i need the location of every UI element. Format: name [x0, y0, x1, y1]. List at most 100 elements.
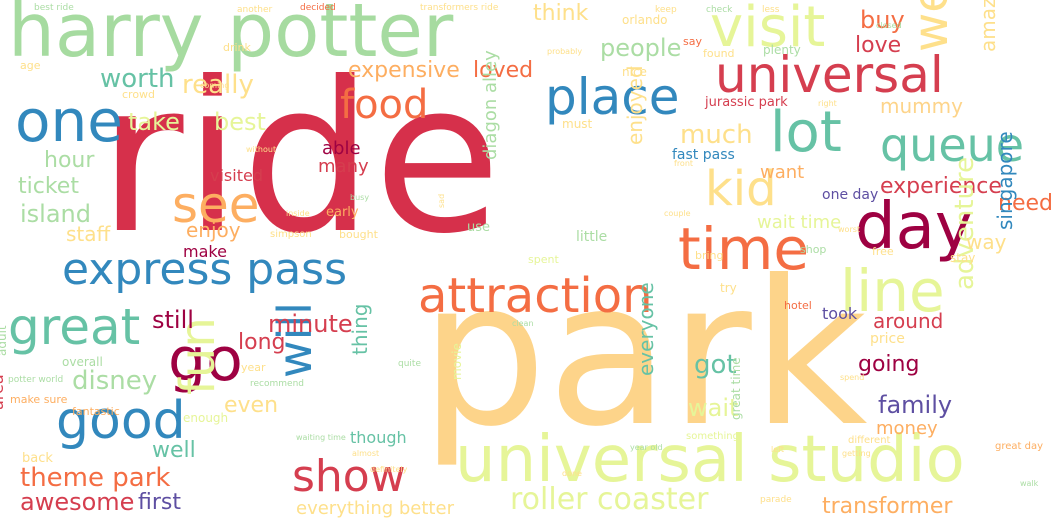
word: roller coaster — [510, 482, 709, 517]
word: spend — [840, 373, 865, 382]
word: awesome — [20, 488, 135, 516]
word: queue — [880, 118, 1025, 172]
word: different — [848, 435, 891, 446]
word: crowd — [122, 88, 156, 101]
word: loved — [473, 58, 534, 83]
word: another — [237, 5, 273, 15]
word: lot — [770, 100, 842, 165]
word: mummy — [880, 94, 963, 118]
word: park — [420, 238, 868, 471]
word: everything better — [296, 498, 454, 519]
word: day — [855, 190, 973, 264]
word: right — [818, 99, 837, 108]
word: visited — [210, 166, 263, 185]
word: enjoy — [186, 218, 241, 242]
word: took — [822, 304, 858, 323]
word: busy — [350, 193, 370, 202]
word: back — [22, 451, 53, 466]
word: worst — [838, 225, 861, 234]
word: waiting time — [296, 433, 346, 442]
word: parade — [760, 495, 792, 505]
word: fast pass — [672, 147, 735, 163]
word: enough — [183, 411, 229, 425]
word: need — [998, 191, 1051, 216]
word: go — [168, 325, 243, 395]
word: found — [703, 47, 735, 60]
word: recommend — [250, 379, 304, 389]
word: almost — [352, 449, 380, 458]
word: long — [238, 330, 286, 355]
word: best ride — [34, 3, 74, 13]
word: age — [20, 59, 41, 72]
word: show — [292, 451, 406, 502]
word: universal — [715, 46, 944, 104]
word: really — [182, 70, 254, 100]
word: bought — [339, 228, 378, 241]
word: able — [322, 138, 361, 159]
word: front — [674, 159, 694, 168]
word: transformer — [822, 494, 953, 519]
word: jurassic park — [705, 95, 788, 110]
word: hour — [44, 148, 95, 173]
word: orlando — [622, 13, 668, 27]
word: wait time — [757, 212, 842, 233]
word: potter world — [8, 375, 64, 385]
word: price — [870, 331, 905, 347]
word: use — [467, 220, 491, 235]
word: shop — [800, 243, 827, 256]
word: singapore — [993, 131, 1017, 230]
word: adult — [0, 325, 9, 356]
word: year old — [630, 443, 663, 452]
word: make — [183, 242, 227, 261]
word: stay — [950, 251, 976, 265]
word: got — [694, 350, 737, 380]
word: one day — [822, 187, 879, 203]
word: quite — [398, 359, 421, 369]
word: probably — [547, 47, 583, 56]
word: left — [771, 445, 784, 454]
word: make sure — [10, 393, 68, 406]
word: time — [678, 215, 810, 283]
word: area — [0, 374, 7, 410]
word: spent — [528, 253, 559, 266]
word: ride — [98, 38, 502, 280]
word: expensive — [348, 58, 460, 83]
word: love — [855, 33, 902, 58]
word: money — [876, 418, 938, 439]
word: though — [350, 428, 407, 447]
word: theme park — [20, 463, 171, 493]
word: worth — [100, 64, 175, 94]
word: diagon alley — [480, 50, 501, 160]
word: couple — [664, 209, 691, 218]
word: something — [686, 431, 739, 442]
word: say — [683, 35, 702, 48]
word: fantastic — [72, 405, 120, 418]
word: food — [340, 82, 429, 128]
word: movie — [450, 343, 464, 380]
word: island — [20, 200, 91, 228]
word: wait — [688, 394, 739, 422]
word: minute — [268, 310, 353, 338]
word: around — [873, 309, 944, 333]
word: plenty — [763, 43, 801, 57]
word: going — [858, 352, 920, 377]
word: visit — [710, 0, 826, 60]
word: express pass — [62, 244, 348, 295]
word: inside — [286, 209, 310, 218]
word: buy — [860, 6, 905, 34]
word: even — [224, 393, 279, 418]
word: drink — [223, 41, 251, 54]
word: good — [56, 391, 186, 451]
word: great — [8, 298, 141, 356]
word: well — [152, 438, 196, 463]
word: staff — [66, 222, 111, 246]
word: coming — [200, 81, 230, 90]
word: family — [878, 391, 953, 419]
word: ticket — [18, 174, 79, 199]
word: attraction — [418, 268, 653, 324]
word: without — [246, 145, 277, 154]
word: great time — [729, 357, 743, 420]
word: try — [720, 281, 737, 295]
word: adventure — [950, 156, 980, 290]
word: think — [533, 1, 589, 26]
